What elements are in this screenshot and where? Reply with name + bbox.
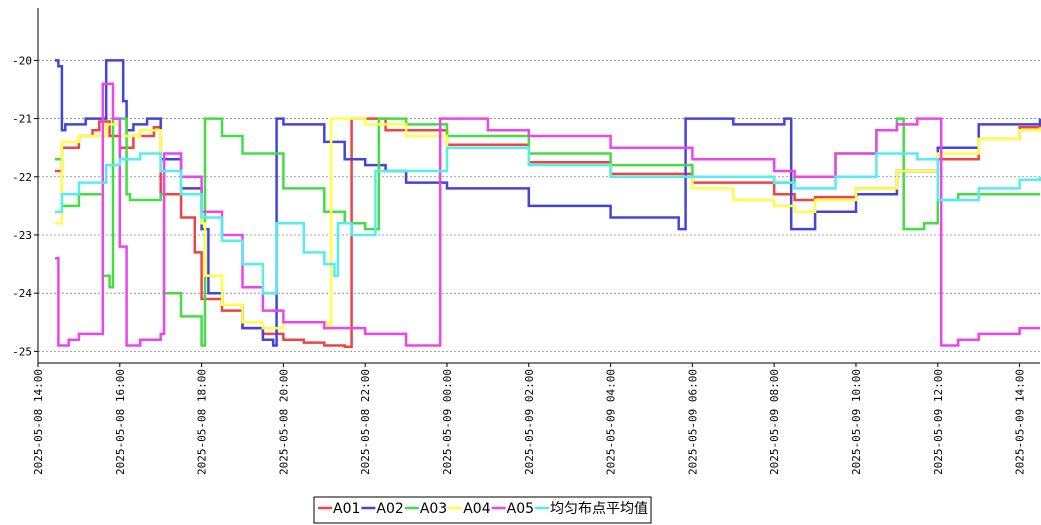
x-tick-label: 2025-05-08 16:00 — [114, 369, 127, 475]
x-tick-label: 2025-05-08 18:00 — [196, 369, 209, 475]
x-axis-ticks: 2025-05-08 14:00 2025-05-08 16:00 2025-05-… — [32, 363, 1027, 475]
x-tick-label: 2025-05-09 02:00 — [523, 369, 536, 475]
y-tick-label: -24 — [12, 287, 32, 300]
x-tick-label: 2025-05-09 14:00 — [1014, 369, 1027, 475]
y-tick-label: -22 — [12, 171, 32, 184]
legend-label: A02 — [376, 501, 403, 517]
x-tick-label: 2025-05-09 10:00 — [850, 369, 863, 475]
legend-label: A05 — [507, 501, 534, 517]
series-line-A05 — [55, 82, 1040, 347]
x-tick-label: 2025-05-08 14:00 — [32, 369, 45, 475]
series-line-A02 — [55, 59, 1041, 347]
legend-label: 均匀布点平均值 — [550, 501, 648, 517]
y-tick-label: -21 — [12, 113, 32, 126]
x-tick-label: 2025-05-09 06:00 — [686, 369, 699, 475]
legend-box — [313, 496, 652, 524]
x-tick-label: 2025-05-08 20:00 — [277, 369, 290, 475]
x-tick-label: 2025-05-08 22:00 — [359, 369, 372, 475]
axes — [37, 8, 1040, 364]
legend-items: A01 A02 A03 A04 A05 均匀布点平均值 — [318, 501, 648, 517]
series-line-均匀布点平均值 — [55, 146, 1041, 295]
legend-label: A04 — [463, 501, 490, 517]
x-tick-label: 2025-05-09 04:00 — [605, 369, 618, 475]
gridlines — [38, 59, 1040, 352]
y-tick-label: -23 — [12, 229, 32, 242]
y-tick-label: -25 — [12, 345, 32, 358]
legend-label: A03 — [420, 501, 447, 517]
series-layer — [55, 59, 1041, 348]
series-line-A04 — [55, 117, 1041, 330]
x-tick-label: 2025-05-09 12:00 — [932, 369, 945, 475]
x-tick-label: 2025-05-09 08:00 — [768, 369, 781, 475]
x-tick-label: 2025-05-09 00:00 — [441, 369, 454, 475]
legend-label: A01 — [333, 501, 360, 517]
y-axis-ticks: -20 -21 -22 -23 -24 -25 — [12, 54, 38, 358]
legend: A01 A02 A03 A04 A05 均匀布点平均值 — [313, 496, 652, 524]
y-tick-label: -20 — [12, 54, 32, 67]
